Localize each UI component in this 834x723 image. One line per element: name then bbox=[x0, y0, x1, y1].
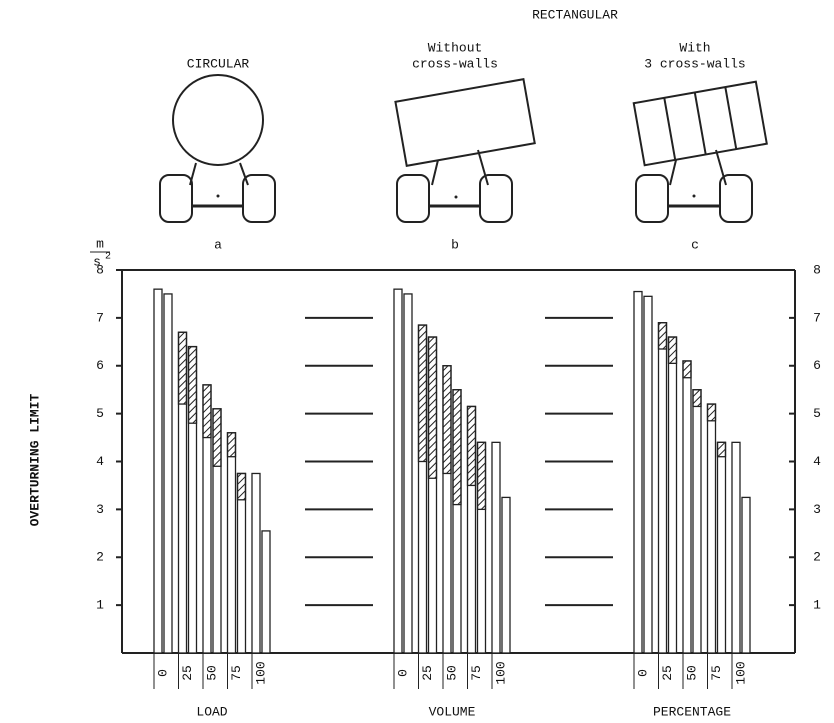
bar bbox=[706, 403, 717, 654]
hatched-range bbox=[692, 389, 702, 408]
x-tick-label: 25 bbox=[420, 665, 435, 681]
x-tick-label: 100 bbox=[493, 661, 508, 684]
hatched-range bbox=[236, 472, 247, 501]
x-tick-label: 50 bbox=[444, 665, 459, 681]
hatched-range bbox=[452, 389, 462, 506]
vehicle-circular bbox=[159, 74, 276, 223]
y-tick-label: 6 bbox=[96, 358, 104, 373]
y-tick-label-right: 1 bbox=[813, 598, 821, 613]
panel-letter: b bbox=[451, 237, 459, 252]
y-tick-label-right: 5 bbox=[813, 406, 821, 421]
hatched-range bbox=[427, 336, 438, 479]
x-tick-label: 75 bbox=[229, 665, 244, 681]
hatched-range bbox=[706, 403, 717, 422]
bar bbox=[403, 293, 413, 654]
y-tick-label: 3 bbox=[96, 502, 104, 517]
y-tick-label-right: 4 bbox=[813, 454, 821, 469]
bar bbox=[251, 472, 261, 654]
hatched-range bbox=[667, 336, 678, 365]
x-tick-label: 50 bbox=[684, 665, 699, 681]
panel-title: cross-walls bbox=[412, 56, 498, 71]
hatched-range bbox=[716, 441, 727, 458]
y-tick-label-right: 3 bbox=[813, 502, 821, 517]
panel-letter: c bbox=[691, 237, 699, 252]
bar bbox=[657, 322, 668, 654]
y-tick-label-right: 8 bbox=[813, 262, 821, 277]
bar bbox=[643, 295, 653, 654]
y-tick-label-right: 2 bbox=[813, 550, 821, 565]
hatched-range bbox=[177, 331, 188, 405]
bar bbox=[682, 360, 692, 654]
unit-numerator: m bbox=[96, 236, 104, 251]
x-tick-label: 0 bbox=[635, 669, 650, 677]
bar bbox=[741, 496, 751, 654]
group-label: LOAD bbox=[196, 704, 227, 719]
x-tick-label: 25 bbox=[660, 665, 675, 681]
bar bbox=[226, 432, 237, 654]
header: RECTANGULAR bbox=[532, 7, 618, 22]
y-tick-label: 8 bbox=[96, 262, 104, 277]
y-tick-label: 2 bbox=[96, 550, 104, 565]
bar bbox=[667, 336, 678, 654]
y-axis-label: OVERTURNING LIMIT bbox=[27, 393, 42, 526]
hatched-range bbox=[212, 408, 222, 467]
hatched-range bbox=[417, 324, 428, 463]
bar bbox=[731, 441, 741, 654]
bar bbox=[393, 288, 403, 654]
vehicle-rectangular bbox=[394, 78, 536, 223]
hatched-range bbox=[476, 441, 487, 511]
y-tick-label: 4 bbox=[96, 454, 104, 469]
y-tick-label: 5 bbox=[96, 406, 104, 421]
hatched-range bbox=[187, 345, 198, 424]
x-tick-label: 100 bbox=[733, 661, 748, 684]
group-label: VOLUME bbox=[429, 704, 476, 719]
hatched-range bbox=[442, 365, 452, 475]
bar bbox=[261, 530, 271, 654]
unit-exponent: 2 bbox=[105, 252, 111, 263]
hatched-range bbox=[466, 405, 477, 487]
group-label: PERCENTAGE bbox=[653, 704, 731, 719]
bar bbox=[491, 441, 501, 654]
x-tick-label: 0 bbox=[395, 669, 410, 677]
y-tick-label: 1 bbox=[96, 598, 104, 613]
hatched-range bbox=[202, 384, 212, 439]
bar bbox=[153, 288, 163, 654]
x-tick-label: 0 bbox=[155, 669, 170, 677]
x-tick-label: 75 bbox=[469, 665, 484, 681]
hatched-range bbox=[226, 432, 237, 458]
x-tick-label: 100 bbox=[253, 661, 268, 684]
y-tick-label: 7 bbox=[96, 310, 104, 325]
y-tick-label-right: 6 bbox=[813, 358, 821, 373]
panel-title: With bbox=[679, 40, 710, 55]
hatched-range bbox=[657, 322, 668, 350]
bar bbox=[716, 441, 727, 654]
unit-denominator: s bbox=[93, 254, 101, 269]
panel-letter: a bbox=[214, 237, 222, 252]
x-tick-label: 75 bbox=[709, 665, 724, 681]
vehicle-cross-walls bbox=[632, 80, 768, 223]
panel-title: CIRCULAR bbox=[187, 56, 250, 71]
bar bbox=[633, 290, 643, 654]
x-tick-label: 50 bbox=[204, 665, 219, 681]
bar bbox=[692, 389, 702, 654]
bar bbox=[501, 496, 511, 654]
panel-title: 3 cross-walls bbox=[644, 56, 745, 71]
hatched-range bbox=[682, 360, 692, 379]
bar bbox=[163, 293, 173, 654]
y-tick-label-right: 7 bbox=[813, 310, 821, 325]
panel-title: Without bbox=[428, 40, 483, 55]
x-tick-label: 25 bbox=[180, 665, 195, 681]
